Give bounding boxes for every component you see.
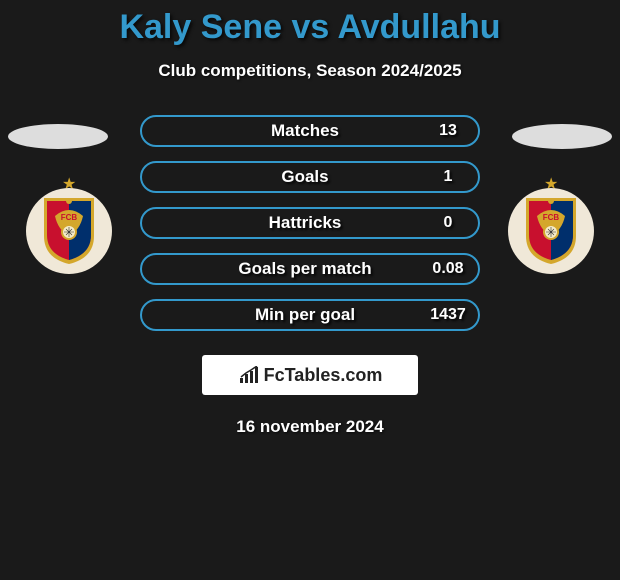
stat-label: Goals per match (142, 259, 418, 279)
stat-label: Goals (142, 167, 418, 187)
brand-text: FcTables.com (264, 365, 383, 386)
page-title: Kaly Sene vs Avdullahu (0, 8, 620, 47)
stat-pill: Hattricks0 (140, 207, 480, 239)
stat-value: 1437 (418, 306, 478, 324)
stat-value: 13 (418, 122, 478, 140)
stat-value: 1 (418, 168, 478, 186)
stat-pill: Min per goal1437 (140, 299, 480, 331)
stat-pill: Matches13 (140, 115, 480, 147)
stat-label: Matches (142, 121, 418, 141)
stat-row: Goals per match0.08 (0, 253, 620, 299)
subtitle: Club competitions, Season 2024/2025 (0, 61, 620, 81)
stat-row: Hattricks0 (0, 207, 620, 253)
stat-row: Min per goal1437 (0, 299, 620, 345)
stat-row: Goals1 (0, 161, 620, 207)
brand-badge: FcTables.com (202, 355, 418, 395)
stat-label: Hattricks (142, 213, 418, 233)
stat-pill: Goals per match0.08 (140, 253, 480, 285)
stat-pill: Goals1 (140, 161, 480, 193)
stats-list: Matches13 Goals1 Hattricks0 Goals per match… (0, 115, 620, 345)
stat-value: 0.08 (418, 260, 478, 278)
date-text: 16 november 2024 (0, 417, 620, 437)
stat-label: Min per goal (142, 305, 418, 325)
stat-value: 0 (418, 214, 478, 232)
stat-row: Matches13 (0, 115, 620, 161)
chart-icon (238, 366, 260, 384)
